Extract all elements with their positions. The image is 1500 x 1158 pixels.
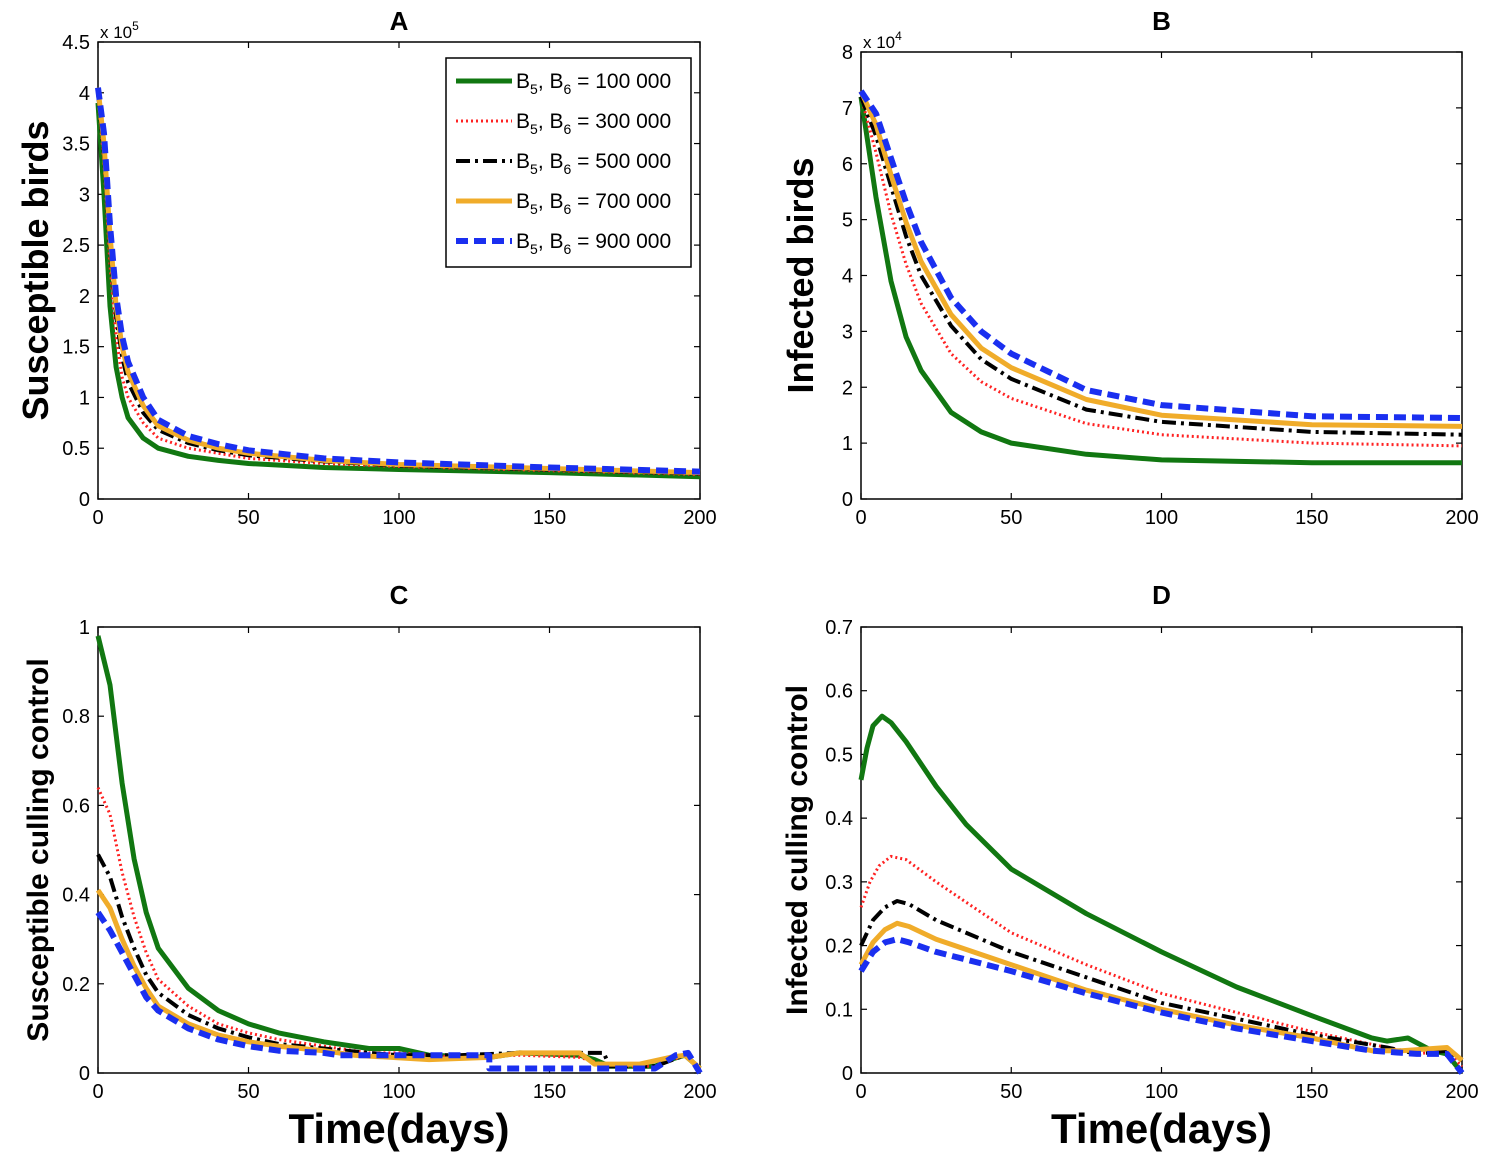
legend-label-1: B5, B6 = 100 000 bbox=[516, 70, 671, 97]
y-tick-label: 0.3 bbox=[825, 872, 853, 894]
y-tick-label: 3 bbox=[79, 184, 90, 206]
panel-D: 0 50 100 150 200 0 0.1 0.2 0.3 0.4 0.5 0.6 0.7 D Infec… bbox=[781, 580, 1479, 1152]
series-line-1 bbox=[95, 102, 701, 480]
panel-B: 0 50 100 150 200 0 1 2 3 4 5 6 7 8 Bx 104 Infected bird… bbox=[780, 6, 1479, 529]
series-line-3 bbox=[859, 899, 1464, 1062]
axis-exponent-power: 5 bbox=[132, 19, 139, 33]
x-tick-label: 200 bbox=[683, 507, 716, 529]
x-tick-label: 100 bbox=[1145, 1081, 1178, 1103]
x-axis-label: Time(days) bbox=[289, 1105, 510, 1152]
series-line-3 bbox=[859, 95, 1463, 437]
y-tick-label: 7 bbox=[842, 98, 853, 120]
y-tick-label: 1 bbox=[842, 433, 853, 455]
y-tick-label: 2 bbox=[79, 286, 90, 308]
x-tick-label: 50 bbox=[237, 507, 259, 529]
x-tick-label: 150 bbox=[1295, 507, 1328, 529]
y-tick-label: 5 bbox=[842, 210, 853, 232]
y-tick-label: 4.5 bbox=[62, 32, 90, 54]
y-tick-label: 1 bbox=[79, 387, 90, 409]
legend-label-5: B5, B6 = 900 000 bbox=[516, 230, 671, 257]
x-tick-label: 200 bbox=[683, 1081, 716, 1103]
y-tick-label: 0.6 bbox=[62, 795, 90, 817]
panel-title: A bbox=[390, 6, 409, 36]
series-line-5 bbox=[95, 87, 701, 475]
y-tick-label: 0.1 bbox=[825, 999, 853, 1021]
x-tick-label: 150 bbox=[533, 507, 566, 529]
y-tick-label: 1.5 bbox=[62, 337, 90, 359]
y-tick-label: 0.4 bbox=[62, 885, 90, 907]
legend-label-3: B5, B6 = 500 000 bbox=[516, 150, 671, 177]
panel-title: B bbox=[1152, 6, 1171, 36]
x-tick-label: 150 bbox=[1295, 1081, 1328, 1103]
panel-title: C bbox=[390, 580, 409, 610]
x-tick-label: 0 bbox=[92, 1081, 103, 1103]
x-tick-label: 100 bbox=[382, 1081, 415, 1103]
y-tick-label: 0.8 bbox=[62, 706, 90, 728]
series-line-2 bbox=[859, 96, 1463, 448]
series-line-2 bbox=[96, 786, 701, 1070]
x-tick-label: 150 bbox=[533, 1081, 566, 1103]
series-line-1 bbox=[858, 713, 1464, 1075]
x-axis-label: Time(days) bbox=[1051, 1105, 1272, 1152]
series-line-1 bbox=[858, 96, 1462, 466]
y-tick-label: 4 bbox=[842, 266, 853, 288]
y-tick-label: 1 bbox=[79, 617, 90, 639]
y-tick-label: 0.5 bbox=[62, 438, 90, 460]
x-tick-label: 0 bbox=[92, 507, 103, 529]
panel-title: D bbox=[1152, 580, 1171, 610]
y-tick-label: 0.5 bbox=[825, 744, 853, 766]
y-tick-label: 0 bbox=[79, 1063, 90, 1085]
series-line-4 bbox=[858, 90, 1463, 429]
x-tick-label: 200 bbox=[1445, 1081, 1478, 1103]
panel-C: 0 50 100 150 200 0 0.2 0.4 0.6 0.8 1 C Susceptible c… bbox=[22, 580, 717, 1152]
legend-label-4: B5, B6 = 700 000 bbox=[516, 190, 671, 217]
y-tick-label: 0.2 bbox=[825, 936, 853, 958]
x-tick-label: 50 bbox=[1000, 507, 1022, 529]
y-tick-label: 0 bbox=[842, 1063, 853, 1085]
series-line-2 bbox=[859, 854, 1464, 1068]
x-tick-label: 200 bbox=[1445, 507, 1478, 529]
y-tick-label: 3 bbox=[842, 321, 853, 343]
y-tick-label: 6 bbox=[842, 154, 853, 176]
y-tick-label: 0.6 bbox=[825, 681, 853, 703]
y-axis-label: Infected birds bbox=[780, 157, 821, 393]
y-tick-label: 0 bbox=[79, 489, 90, 511]
y-tick-label: 0.2 bbox=[62, 974, 90, 996]
plot-frame bbox=[860, 626, 1463, 1074]
axis-exponent: x 104 bbox=[863, 29, 902, 52]
x-tick-label: 0 bbox=[855, 1081, 866, 1103]
x-tick-label: 100 bbox=[382, 507, 415, 529]
series-line-5 bbox=[95, 910, 703, 1075]
axis-exponent: x 105 bbox=[100, 19, 139, 42]
y-tick-label: 3.5 bbox=[62, 134, 90, 156]
y-axis-label: Susceptible birds bbox=[15, 120, 56, 420]
legend-label-2: B5, B6 = 300 000 bbox=[516, 110, 671, 137]
y-tick-label: 2.5 bbox=[62, 235, 90, 257]
legend: B5, B6 = 100 000 B5, B6 = 300 000 B5, B6 =… bbox=[445, 57, 692, 268]
y-tick-label: 0 bbox=[842, 489, 853, 511]
series-line-5 bbox=[858, 936, 1465, 1075]
y-tick-label: 0.7 bbox=[825, 617, 853, 639]
y-axis-label: Susceptible culling control bbox=[22, 658, 55, 1041]
y-axis-label: Infected culling control bbox=[781, 685, 814, 1015]
x-tick-label: 50 bbox=[1000, 1081, 1022, 1103]
y-tick-label: 2 bbox=[842, 377, 853, 399]
axis-exponent-power: 4 bbox=[895, 29, 902, 43]
x-tick-label: 100 bbox=[1145, 507, 1178, 529]
x-tick-label: 0 bbox=[855, 507, 866, 529]
x-tick-label: 50 bbox=[237, 1081, 259, 1103]
y-tick-label: 8 bbox=[842, 42, 853, 64]
series-line-5 bbox=[858, 89, 1463, 421]
y-tick-label: 0.4 bbox=[825, 808, 853, 830]
y-tick-label: 4 bbox=[79, 83, 90, 105]
